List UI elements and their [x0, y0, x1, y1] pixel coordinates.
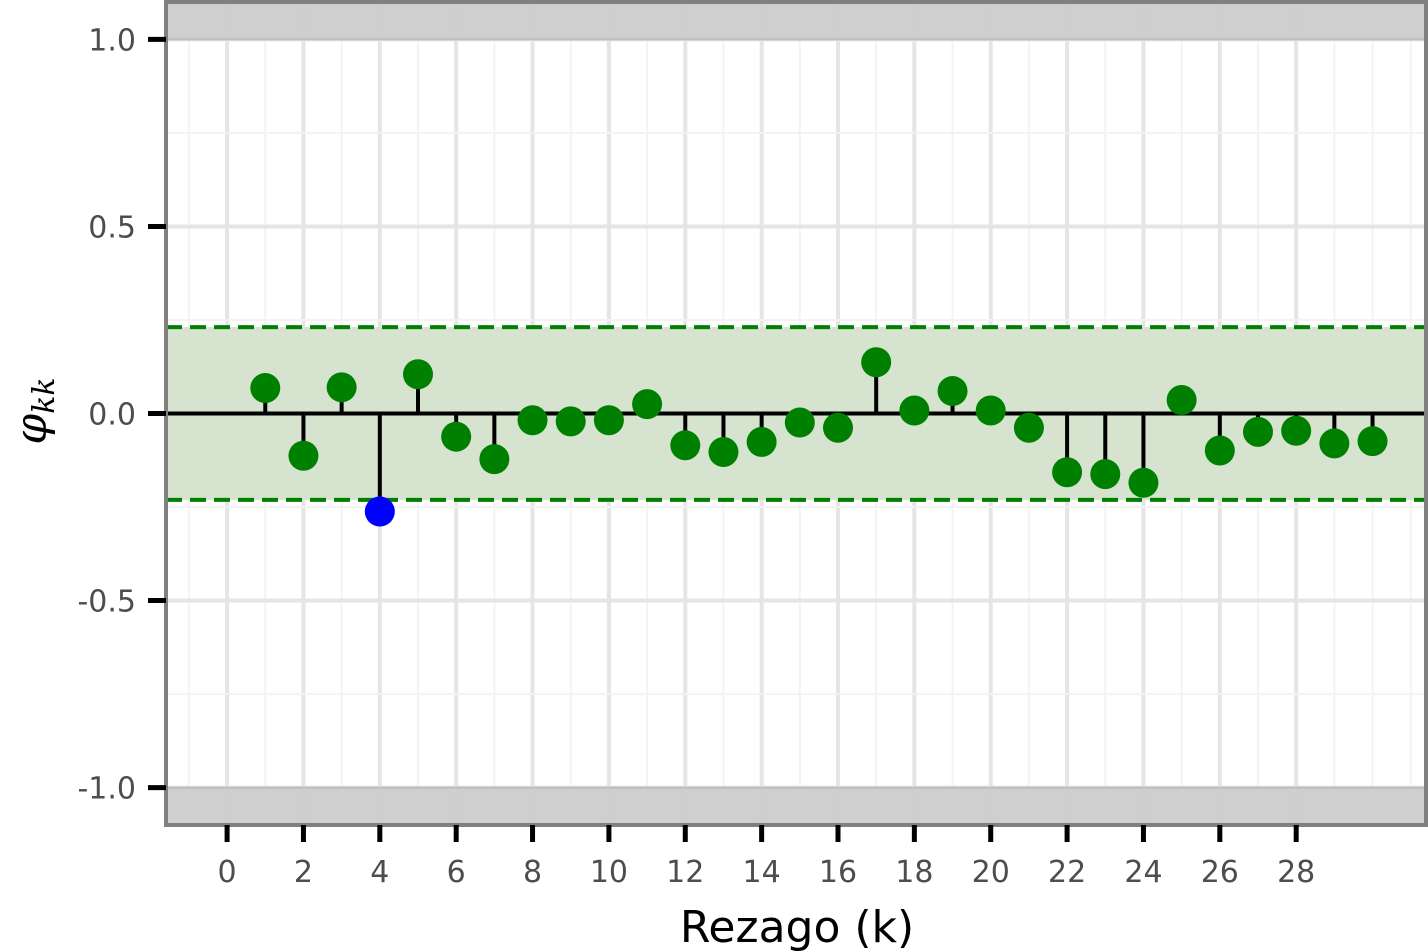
axes: -1.0-0.50.00.51.00 2 4 6 8 10 12 14 16 18 20 22 24 26…	[77, 0, 1428, 890]
y-axis-title-subscript: kk	[27, 377, 62, 413]
y-tick-label: 0.5	[88, 210, 136, 245]
point-lag-18	[899, 395, 930, 426]
x-tick-label: 8	[523, 855, 542, 890]
point-lag-14	[746, 426, 777, 457]
point-lag-20	[975, 395, 1006, 426]
out-of-range-shading	[166, 2, 1426, 825]
x-tick-label: 12	[666, 855, 704, 890]
point-lag-21	[1013, 412, 1044, 443]
x-tick-label: 24	[1124, 855, 1162, 890]
point-lag-16	[823, 412, 853, 443]
point-lag-4	[364, 496, 395, 527]
point-lag-26	[1204, 435, 1235, 466]
x-tick-label: 16	[819, 855, 857, 890]
x-tick-label: 2	[294, 855, 313, 890]
point-lag-22	[1052, 457, 1083, 488]
y-tick-label: -0.5	[77, 585, 136, 620]
point-lag-19	[937, 376, 968, 407]
point-lag-29	[1319, 428, 1350, 459]
point-lag-5	[403, 359, 433, 390]
data-points	[250, 347, 1388, 527]
point-lag-25	[1166, 385, 1197, 416]
x-tick-label: 10	[590, 855, 628, 890]
lower-out-of-range-shade	[166, 787, 1426, 825]
upper-out-of-range-shade	[166, 2, 1426, 40]
point-lag-28	[1281, 415, 1312, 446]
x-tick-label: 22	[1048, 855, 1086, 890]
point-lag-13	[708, 437, 739, 468]
y-axis-title: φkk	[6, 377, 62, 444]
point-lag-23	[1090, 459, 1121, 490]
x-axis-title: Rezago (k)	[680, 902, 914, 952]
point-lag-3	[326, 372, 357, 403]
point-lag-12	[670, 430, 701, 461]
point-lag-11	[632, 389, 663, 420]
point-lag-30	[1357, 426, 1388, 457]
point-lag-8	[517, 405, 548, 436]
point-lag-6	[441, 421, 472, 452]
point-lag-10	[593, 405, 624, 436]
y-tick-label: 1.0	[88, 23, 136, 58]
x-tick-label: 0	[218, 855, 237, 890]
x-tick-label: 6	[447, 855, 466, 890]
point-lag-17	[861, 347, 892, 378]
y-tick-label: 0.0	[88, 398, 136, 433]
x-tick-label: 4	[370, 855, 389, 890]
x-tick-label: 28	[1277, 855, 1315, 890]
y-tick-label: -1.0	[77, 772, 136, 807]
point-lag-1	[250, 373, 281, 404]
x-tick-label: 26	[1201, 855, 1239, 890]
point-lag-27	[1243, 416, 1273, 447]
x-tick-label: 14	[743, 855, 781, 890]
y-axis-title-symbol: φ	[6, 414, 57, 445]
point-lag-7	[479, 444, 510, 475]
point-lag-2	[288, 440, 319, 471]
point-lag-15	[784, 407, 815, 438]
x-tick-label: 20	[972, 855, 1010, 890]
point-lag-9	[555, 406, 586, 437]
x-tick-label: 18	[895, 855, 933, 890]
point-lag-24	[1128, 467, 1159, 498]
